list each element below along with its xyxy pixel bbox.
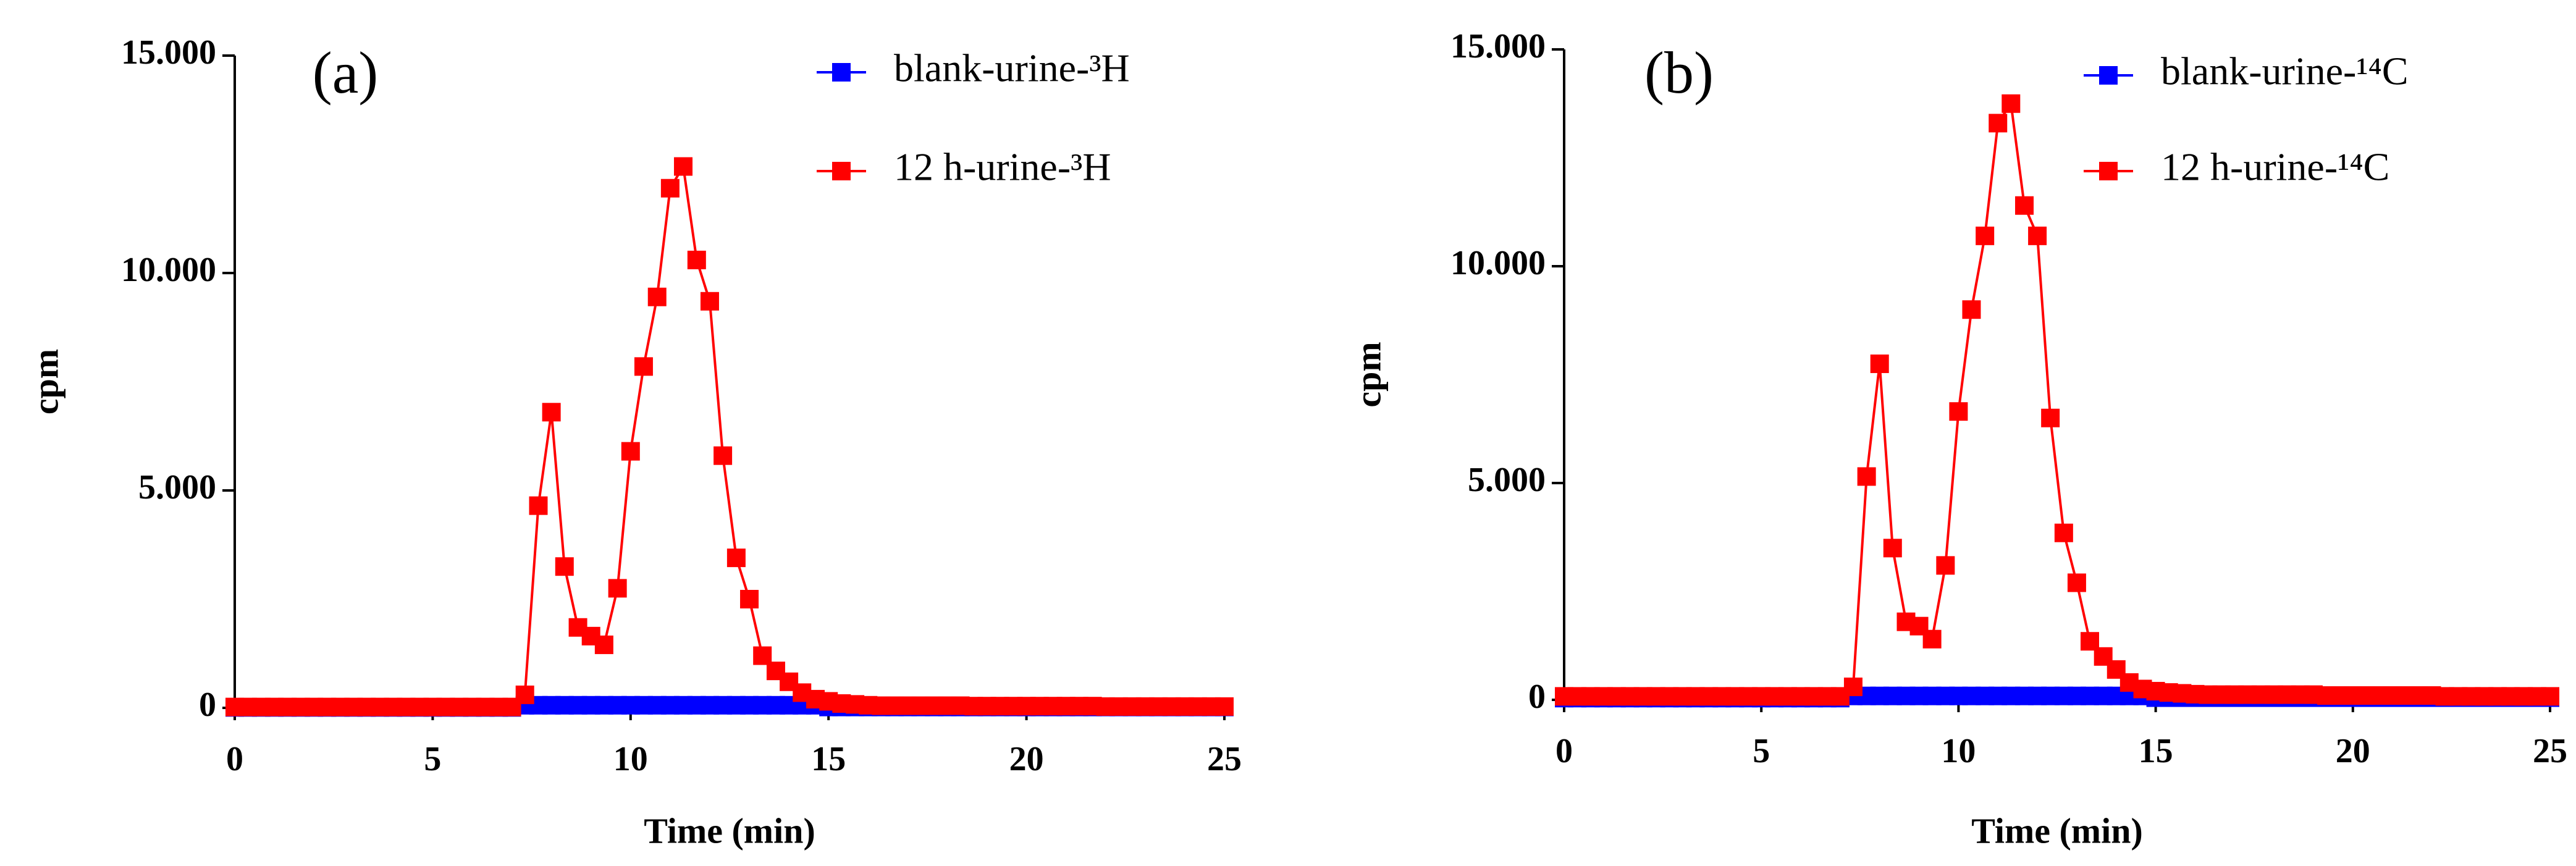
x-axis-title: Time (min) <box>1971 810 2143 851</box>
data-point <box>2067 573 2086 592</box>
data-point <box>2001 94 2021 113</box>
series <box>225 157 1234 717</box>
legend-label: blank-urine-³H <box>894 46 1130 90</box>
data-point <box>2015 196 2034 215</box>
data-point <box>2028 226 2047 245</box>
data-point <box>1922 629 1942 649</box>
data-point <box>1989 114 2008 133</box>
data-point <box>674 157 693 176</box>
data-point <box>608 579 627 598</box>
data-point <box>529 496 548 515</box>
data-point <box>621 442 640 461</box>
data-point <box>687 250 706 269</box>
data-point <box>740 590 759 608</box>
data-point <box>515 685 534 704</box>
x-tick-label: 20 <box>1009 740 1044 778</box>
series-line <box>235 162 1224 708</box>
series-line <box>1564 100 2550 698</box>
y-tick-label: 5.000 <box>1468 461 1546 499</box>
x-tick-label: 15 <box>811 740 846 778</box>
data-point <box>1976 226 1995 245</box>
y-tick-label: 10.000 <box>1450 244 1546 282</box>
panel-label: (b) <box>1644 40 1714 106</box>
data-point <box>2541 687 2559 706</box>
data-point <box>647 287 667 306</box>
legend-label: 12 h-urine-¹⁴C <box>2161 145 2389 189</box>
legend-marker <box>2099 162 2118 180</box>
legend-label: 12 h-urine-³H <box>894 145 1111 189</box>
x-tick-label: 15 <box>2139 732 2173 770</box>
legend-label: blank-urine-¹⁴C <box>2161 49 2409 93</box>
x-tick-label: 10 <box>613 740 648 778</box>
y-tick-label: 0 <box>1528 678 1546 716</box>
data-point <box>1843 677 1863 696</box>
x-axis-title: Time (min) <box>644 810 815 851</box>
data-point <box>1949 402 1968 421</box>
data-point <box>634 357 653 376</box>
data-point <box>1883 539 1902 558</box>
x-tick-label: 10 <box>1941 732 1976 770</box>
x-tick-label: 5 <box>424 740 441 778</box>
data-point <box>713 446 733 465</box>
x-tick-label: 0 <box>226 740 243 778</box>
x-tick-label: 0 <box>1555 732 1573 770</box>
y-tick-label: 5.000 <box>138 468 216 507</box>
y-tick-label: 15.000 <box>1450 27 1546 65</box>
series <box>1555 94 2559 706</box>
y-axis-title: cpm <box>25 349 65 414</box>
x-tick-label: 25 <box>1207 740 1242 778</box>
data-point <box>2054 523 2073 542</box>
x-tick-label: 25 <box>2533 732 2567 770</box>
data-point <box>2041 408 2060 427</box>
panel-label: (a) <box>313 40 379 106</box>
data-point <box>555 557 574 576</box>
legend-marker <box>832 63 851 82</box>
y-tick-label: 15.000 <box>121 33 216 72</box>
x-tick-label: 20 <box>2336 732 2370 770</box>
data-point <box>660 179 680 198</box>
data-point <box>542 403 561 422</box>
data-point <box>1870 354 1889 373</box>
data-point <box>1857 467 1876 486</box>
legend-marker <box>2099 66 2118 85</box>
y-tick-label: 0 <box>199 686 216 724</box>
x-tick-label: 5 <box>1753 732 1770 770</box>
data-point <box>1962 300 1981 319</box>
data-point <box>594 635 613 654</box>
y-axis-title: cpm <box>1348 342 1388 407</box>
legend-marker <box>832 162 851 180</box>
y-tick-label: 10.000 <box>121 251 216 289</box>
data-point <box>1215 697 1234 716</box>
data-point <box>700 292 719 311</box>
data-point <box>726 549 746 568</box>
data-point <box>1936 556 1955 575</box>
